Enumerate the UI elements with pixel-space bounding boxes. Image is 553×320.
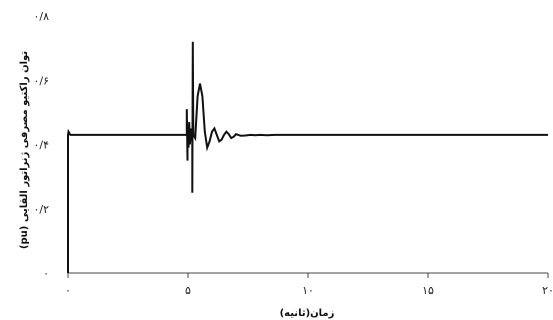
y-tick-label: ۰/۶	[33, 74, 49, 87]
y-axis-title: توان راکتیو مصرفی ژنراتور القایی (pu)	[19, 51, 30, 249]
y-tick-label: ۰/۸	[33, 10, 49, 23]
series-line	[67, 41, 548, 273]
x-tick-label: ۱۵	[422, 284, 434, 297]
x-tick-label: ۲۰	[542, 284, 553, 297]
x-tick-label: ۵	[185, 284, 191, 297]
y-tick-label: ۰	[43, 267, 49, 280]
x-tick-label: ۰	[65, 284, 71, 297]
y-tick-label: ۰/۲	[33, 203, 49, 216]
x-axis-title: زمان(ثانیه)	[280, 308, 335, 319]
x-tick-labels: ۰ ۵ ۱۰ ۱۵ ۲۰	[65, 284, 553, 297]
y-tick-label: ۰/۴	[33, 139, 49, 152]
y-tick-labels: ۰ ۰/۲ ۰/۴ ۰/۶ ۰/۸	[33, 10, 49, 280]
axes	[67, 272, 549, 278]
x-tick-label: ۱۰	[302, 284, 314, 297]
